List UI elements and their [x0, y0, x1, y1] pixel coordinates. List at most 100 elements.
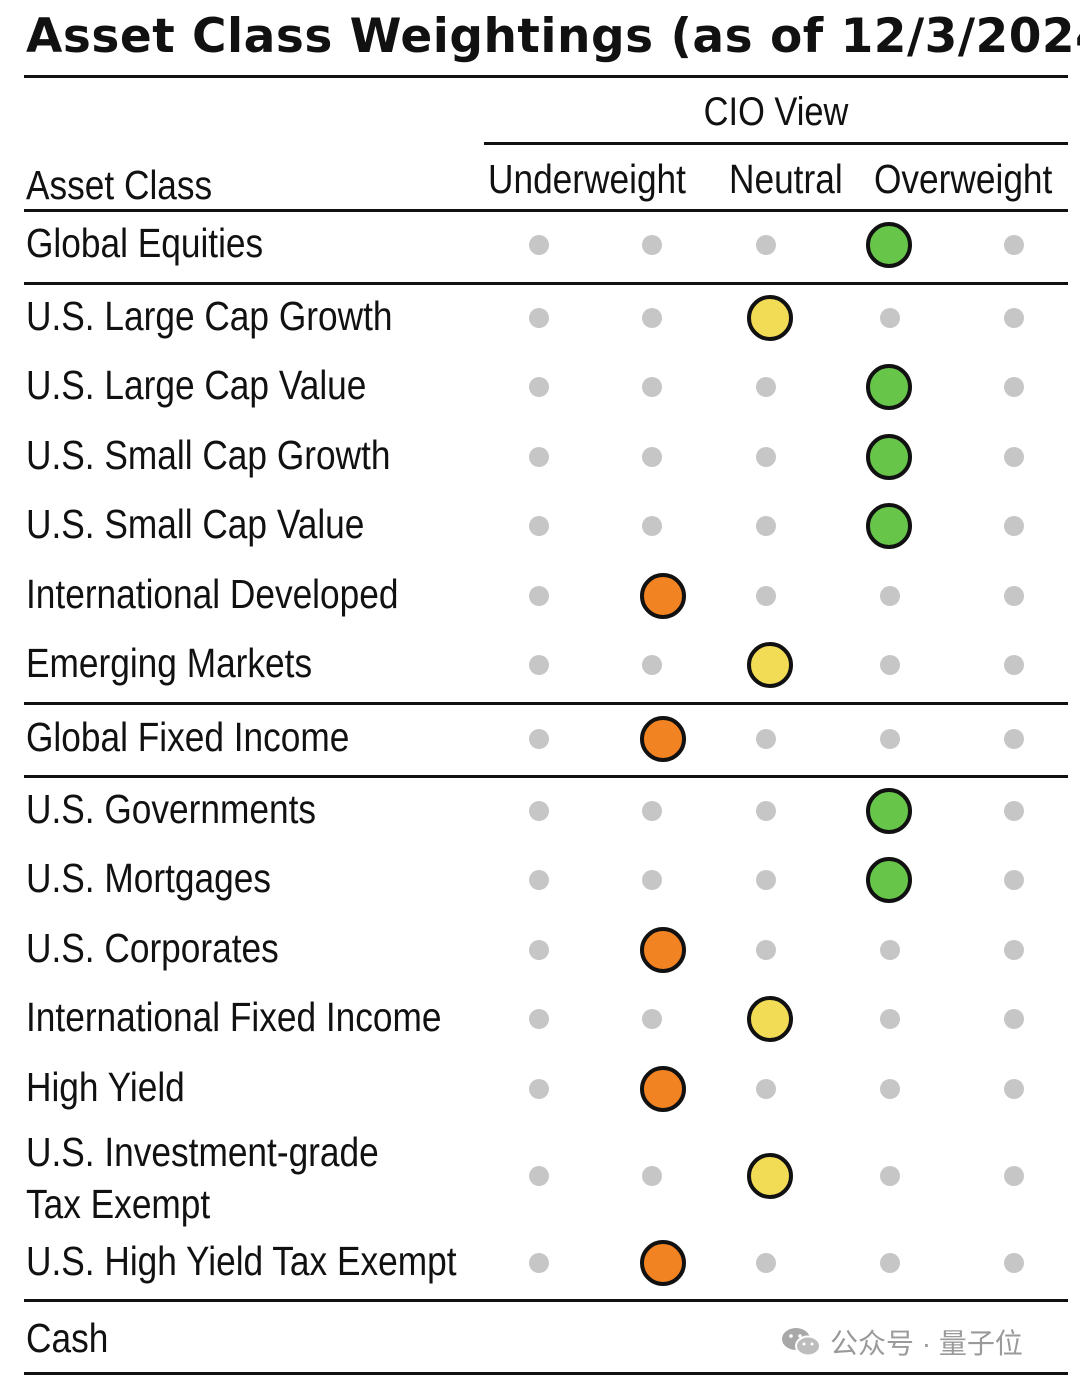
rating-dot-inactive: [529, 940, 549, 960]
row-label-u-s-mortgages: U.S. Mortgages: [26, 855, 271, 901]
wechat-icon: [780, 1325, 822, 1359]
rating-dot-inactive: [880, 1253, 900, 1273]
rating-dot-inactive: [880, 586, 900, 606]
rating-dot-inactive: [880, 940, 900, 960]
row-label-u-s-large-cap-growth: U.S. Large Cap Growth: [26, 293, 393, 339]
rating-indicator-overweight: [866, 503, 912, 549]
cash-top-rule: [24, 1299, 1068, 1302]
rating-indicator-overweight: [866, 364, 912, 410]
page-title: Asset Class Weightings (as of 12/3/2024: [26, 9, 1080, 64]
row-label-u-s-small-cap-value: U.S. Small Cap Value: [26, 501, 365, 547]
rating-dot-inactive: [756, 235, 776, 255]
rating-indicator-overweight: [866, 857, 912, 903]
table-bottom-rule: [24, 1372, 1068, 1375]
rating-dot-inactive: [529, 1079, 549, 1099]
rating-dot-inactive: [1004, 940, 1024, 960]
rating-dot-inactive: [1004, 1166, 1024, 1186]
row-label-u-s-high-yield-tax-exempt: U.S. High Yield Tax Exempt: [26, 1238, 457, 1284]
rating-dot-inactive: [1004, 235, 1024, 255]
rating-dot-inactive: [756, 586, 776, 606]
rating-dot-inactive: [756, 870, 776, 890]
rating-dot-inactive: [1004, 516, 1024, 536]
rating-dot-inactive: [756, 940, 776, 960]
rating-dot-inactive: [1004, 308, 1024, 328]
rating-dot-inactive: [529, 655, 549, 675]
rating-indicator-underweight: [640, 1240, 686, 1286]
rating-dot-inactive: [756, 377, 776, 397]
row-label-u-s-investment-grade-tax-exempt: U.S. Investment-grade Tax Exempt: [26, 1126, 379, 1230]
row-label-u-s-corporates: U.S. Corporates: [26, 925, 279, 971]
rating-dot-inactive: [1004, 729, 1024, 749]
underweight-header: Underweight: [488, 156, 686, 202]
rating-indicator-underweight: [640, 1066, 686, 1112]
rating-dot-inactive: [529, 447, 549, 467]
rating-dot-inactive: [1004, 1253, 1024, 1273]
rating-dot-inactive: [1004, 1079, 1024, 1099]
watermark-text: 公众号 · 量子位: [830, 1328, 1023, 1359]
fixed-income-section-rule: [24, 775, 1068, 778]
fixed-income-top-rule: [24, 702, 1068, 705]
rating-dot-inactive: [756, 801, 776, 821]
rating-dot-inactive: [529, 377, 549, 397]
rating-dot-inactive: [880, 655, 900, 675]
rating-dot-inactive: [880, 308, 900, 328]
overweight-header: Overweight: [874, 156, 1053, 202]
rating-indicator-underweight: [640, 716, 686, 762]
rating-indicator-underweight: [640, 573, 686, 619]
row-label-global-fixed-income: Global Fixed Income: [26, 714, 350, 760]
row-label-emerging-markets: Emerging Markets: [26, 640, 313, 686]
rating-dot-inactive: [529, 516, 549, 536]
equities-section-rule: [24, 282, 1068, 285]
rating-dot-inactive: [529, 1009, 549, 1029]
title-underline: [24, 75, 1068, 78]
rating-dot-inactive: [642, 516, 662, 536]
rating-indicator-neutral: [747, 1153, 793, 1199]
rating-dot-inactive: [880, 1166, 900, 1186]
rating-dot-inactive: [642, 447, 662, 467]
rating-dot-inactive: [880, 729, 900, 749]
rating-indicator-overweight: [866, 788, 912, 834]
rating-dot-inactive: [756, 1253, 776, 1273]
rating-dot-inactive: [642, 655, 662, 675]
rating-dot-inactive: [529, 235, 549, 255]
row-label-international-developed: International Developed: [26, 571, 399, 617]
rating-dot-inactive: [642, 801, 662, 821]
rating-dot-inactive: [756, 729, 776, 749]
rating-dot-inactive: [756, 447, 776, 467]
row-label-u-s-large-cap-value: U.S. Large Cap Value: [26, 362, 367, 408]
row-label-cash: Cash: [26, 1315, 109, 1361]
rating-dot-inactive: [642, 308, 662, 328]
rating-dot-inactive: [529, 801, 549, 821]
rating-indicator-overweight: [866, 434, 912, 480]
rating-dot-inactive: [1004, 1009, 1024, 1029]
rating-dot-inactive: [756, 1079, 776, 1099]
rating-dot-inactive: [642, 377, 662, 397]
rating-indicator-overweight: [866, 222, 912, 268]
rating-dot-inactive: [756, 516, 776, 536]
asset-class-header: Asset Class: [26, 162, 213, 208]
rating-dot-inactive: [529, 586, 549, 606]
rating-dot-inactive: [529, 870, 549, 890]
rating-indicator-neutral: [747, 642, 793, 688]
rating-dot-inactive: [1004, 870, 1024, 890]
row-label-u-s-small-cap-growth: U.S. Small Cap Growth: [26, 432, 391, 478]
rating-dot-inactive: [529, 308, 549, 328]
rating-dot-inactive: [1004, 801, 1024, 821]
rating-dot-inactive: [529, 1253, 549, 1273]
row-label-line2: Tax Exempt: [26, 1181, 211, 1227]
rating-dot-inactive: [529, 729, 549, 749]
row-label-u-s-governments: U.S. Governments: [26, 786, 317, 832]
rating-dot-inactive: [880, 1009, 900, 1029]
rating-dot-inactive: [1004, 655, 1024, 675]
rating-dot-inactive: [1004, 586, 1024, 606]
rating-dot-inactive: [642, 235, 662, 255]
row-label-global-equities: Global Equities: [26, 220, 264, 266]
rating-dot-inactive: [642, 870, 662, 890]
cio-view-header: CIO View: [703, 90, 849, 134]
cio-view-rule: [484, 142, 1068, 145]
rating-indicator-neutral: [747, 295, 793, 341]
rating-dot-inactive: [642, 1009, 662, 1029]
row-label-international-fixed-income: International Fixed Income: [26, 994, 442, 1040]
rating-dot-inactive: [642, 1166, 662, 1186]
neutral-header: Neutral: [729, 156, 843, 202]
